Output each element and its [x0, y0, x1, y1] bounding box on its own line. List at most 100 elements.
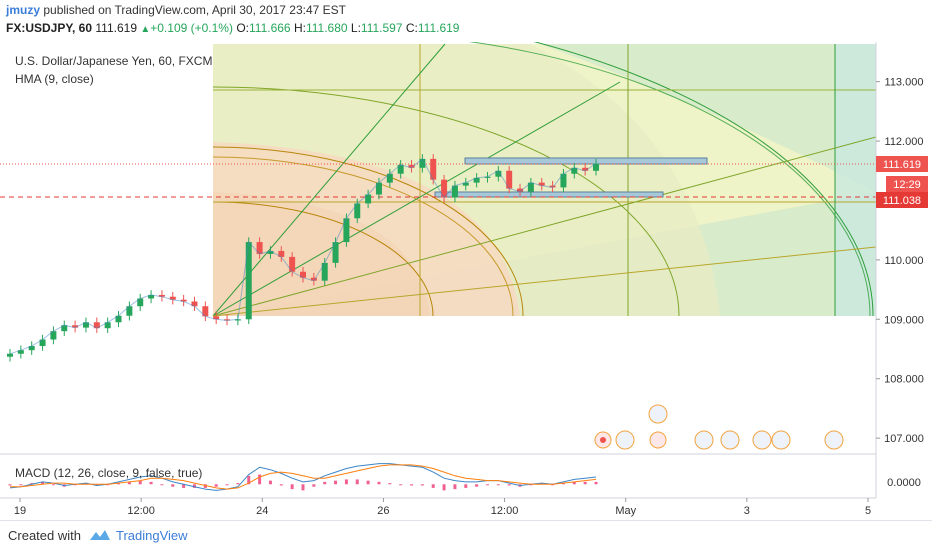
macd-histogram-bar [84, 483, 88, 485]
candle [72, 325, 79, 328]
candle [419, 158, 426, 168]
us-flag-icon[interactable] [648, 404, 668, 424]
support-box[interactable] [434, 191, 664, 198]
macd-histogram-bar [8, 484, 12, 486]
close-value: 111.619 [417, 21, 460, 35]
time-tick-label: 12:00 [127, 505, 155, 517]
countdown-tag-text: 12:29 [893, 179, 921, 191]
macd-histogram-bar [377, 481, 381, 485]
macd-histogram-bar [51, 484, 55, 486]
created-with-text: Created with [8, 528, 81, 543]
chart-title: U.S. Dollar/Japanese Yen, 60, FXCM [15, 54, 212, 68]
us-flag-icon[interactable] [720, 430, 740, 450]
tradingview-logo-icon[interactable] [88, 526, 112, 544]
gann-fan-4 [212, 246, 876, 317]
time-tick-label: 3 [744, 505, 750, 517]
candle [137, 298, 144, 307]
candle [506, 170, 513, 189]
footer: Created with TradingView [0, 520, 932, 551]
macd-histogram-bar [160, 484, 164, 486]
us-flag-icon[interactable] [824, 430, 844, 450]
candle [115, 315, 122, 323]
last-price-tag [876, 156, 928, 172]
symbol-label: FX:USDJPY, 60 [6, 21, 93, 35]
macd-histogram-bar [420, 484, 424, 486]
candle [267, 250, 274, 254]
candle [495, 170, 502, 177]
macd-histogram-bar [485, 484, 489, 486]
low-value: 111.597 [360, 21, 403, 35]
price-tick-label: 113.000 [885, 77, 924, 89]
candle [28, 346, 35, 351]
macd-legend: MACD (12, 26, close, 9, false, true) [15, 466, 202, 480]
us-flag-icon[interactable] [615, 430, 635, 450]
macd-histogram-bar [496, 484, 500, 486]
candle [289, 256, 296, 272]
open-label: O: [236, 21, 249, 35]
us-flag-icon[interactable] [771, 430, 791, 450]
us-flag-icon[interactable] [694, 430, 714, 450]
candle [310, 277, 317, 281]
macd-histogram-bar [594, 481, 598, 485]
candle [17, 350, 24, 354]
macd-histogram-bar [127, 481, 131, 485]
candle [191, 301, 198, 307]
time-tick-label: 26 [377, 505, 389, 517]
publish-info: jmuzy published on TradingView.com, Apri… [6, 3, 346, 17]
candle [321, 262, 328, 281]
macd-histogram-bar [301, 484, 305, 491]
gann-arc-2 [212, 156, 514, 317]
author-link[interactable]: jmuzy [6, 3, 41, 17]
candle [126, 306, 133, 316]
last-price-tag-text: 111.619 [883, 159, 921, 171]
macd-histogram-bar [410, 484, 414, 486]
level-tag-text: 111.038 [883, 195, 921, 207]
macd-histogram-bar [290, 484, 294, 490]
tradingview-link[interactable]: TradingView [116, 528, 188, 543]
candle [169, 296, 176, 300]
candle [213, 316, 220, 320]
macd-histogram-bar [561, 483, 565, 485]
gann-arc-1 [212, 146, 524, 317]
level-tag [876, 192, 928, 208]
macd-histogram-bar [334, 480, 338, 485]
price-series [7, 154, 599, 362]
resistance-box[interactable] [464, 157, 708, 165]
candle [571, 167, 578, 174]
macd-histogram-bar [453, 484, 457, 490]
high-value: 111.680 [305, 21, 348, 35]
price-tick-label: 110.000 [885, 255, 924, 267]
candle [538, 182, 545, 186]
publish-text: published on TradingView.com, April 30, … [43, 3, 347, 17]
candle [39, 339, 46, 347]
candle [549, 185, 556, 188]
macd-axis-label: 0.0000 [887, 477, 921, 489]
candle [462, 182, 469, 186]
macd-histogram-bar [203, 484, 207, 488]
candle [560, 173, 567, 188]
macd-histogram-bar [312, 484, 316, 487]
gann-drawing[interactable] [212, 42, 876, 317]
price-axis[interactable]: 113.000112.000111.000110.000109.000108.0… [876, 77, 924, 445]
price-chart[interactable]: 113.000112.000111.000110.000109.000108.0… [0, 42, 932, 520]
hma-legend: HMA (9, close) [15, 72, 94, 86]
candle [50, 331, 57, 340]
candle [408, 164, 415, 168]
signal-line [10, 464, 597, 490]
candle [224, 319, 231, 321]
candle [397, 164, 404, 174]
candle [148, 294, 155, 299]
candle [527, 182, 534, 192]
last-price: 111.619 [95, 21, 137, 35]
macd-histogram-bar [475, 484, 479, 487]
us-flag-icon[interactable] [752, 430, 772, 450]
candle [343, 218, 350, 243]
candle [582, 167, 589, 171]
macd-histogram-bar [355, 479, 359, 485]
event-marker-icon[interactable] [649, 431, 667, 449]
macd-histogram-bar [268, 480, 272, 485]
time-axis[interactable]: 19 12:00 24 26 12:00 May 3 5 [14, 498, 871, 517]
candle [245, 242, 252, 320]
event-markers[interactable] [594, 404, 844, 450]
macd-histogram-bar [323, 481, 327, 485]
